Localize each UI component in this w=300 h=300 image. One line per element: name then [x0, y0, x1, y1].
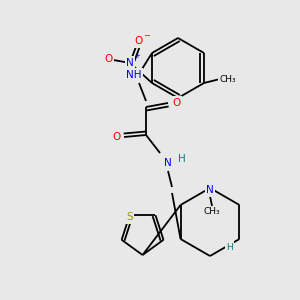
Text: N: N — [164, 158, 172, 168]
Text: CH₃: CH₃ — [220, 74, 236, 83]
Text: H: H — [226, 242, 233, 251]
Text: O: O — [112, 132, 120, 142]
Text: CH₃: CH₃ — [204, 208, 220, 217]
Text: H: H — [178, 154, 186, 164]
Text: N: N — [206, 185, 214, 195]
Text: +: + — [134, 53, 140, 59]
Text: N: N — [126, 58, 134, 68]
Text: O: O — [134, 36, 142, 46]
Text: O: O — [104, 54, 112, 64]
Text: NH: NH — [126, 70, 142, 80]
Text: O: O — [172, 98, 180, 108]
Text: −: − — [143, 32, 151, 40]
Text: S: S — [126, 212, 133, 222]
